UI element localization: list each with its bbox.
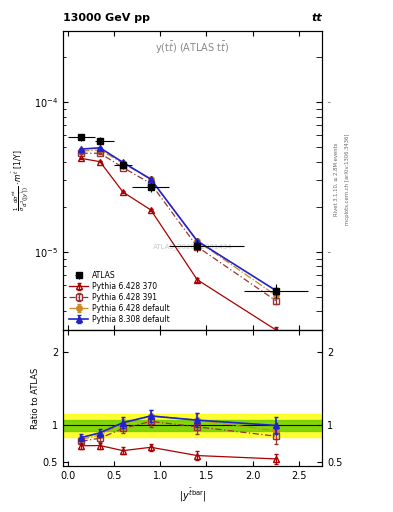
Bar bbox=[63, 420, 322, 431]
X-axis label: $|y^{\bar{t}{\rm bar}}|$: $|y^{\bar{t}{\rm bar}}|$ bbox=[179, 486, 206, 504]
Y-axis label: Ratio to ATLAS: Ratio to ATLAS bbox=[31, 367, 40, 429]
Text: 13000 GeV pp: 13000 GeV pp bbox=[63, 13, 150, 23]
Text: tt: tt bbox=[312, 13, 322, 23]
Text: Rivet 3.1.10, ≥ 2.8M events: Rivet 3.1.10, ≥ 2.8M events bbox=[334, 142, 338, 216]
Text: mcplots.cern.ch [arXiv:1306.3436]: mcplots.cern.ch [arXiv:1306.3436] bbox=[345, 134, 350, 225]
Text: ATLAS_2020_I1801434: ATLAS_2020_I1801434 bbox=[153, 243, 232, 249]
Y-axis label: $\frac{1}{\sigma}\frac{d\sigma^{\rm nd}}{d^{2}(|y^{\bar{t}}|)} \cdot m^{\bar{t}}: $\frac{1}{\sigma}\frac{d\sigma^{\rm nd}}… bbox=[10, 150, 31, 211]
Legend: ATLAS, Pythia 6.428 370, Pythia 6.428 391, Pythia 6.428 default, Pythia 8.308 de: ATLAS, Pythia 6.428 370, Pythia 6.428 39… bbox=[67, 269, 172, 326]
Bar bbox=[63, 414, 322, 437]
Text: y(t$\bar{t}$) (ATLAS t$\bar{t}$): y(t$\bar{t}$) (ATLAS t$\bar{t}$) bbox=[155, 40, 230, 56]
